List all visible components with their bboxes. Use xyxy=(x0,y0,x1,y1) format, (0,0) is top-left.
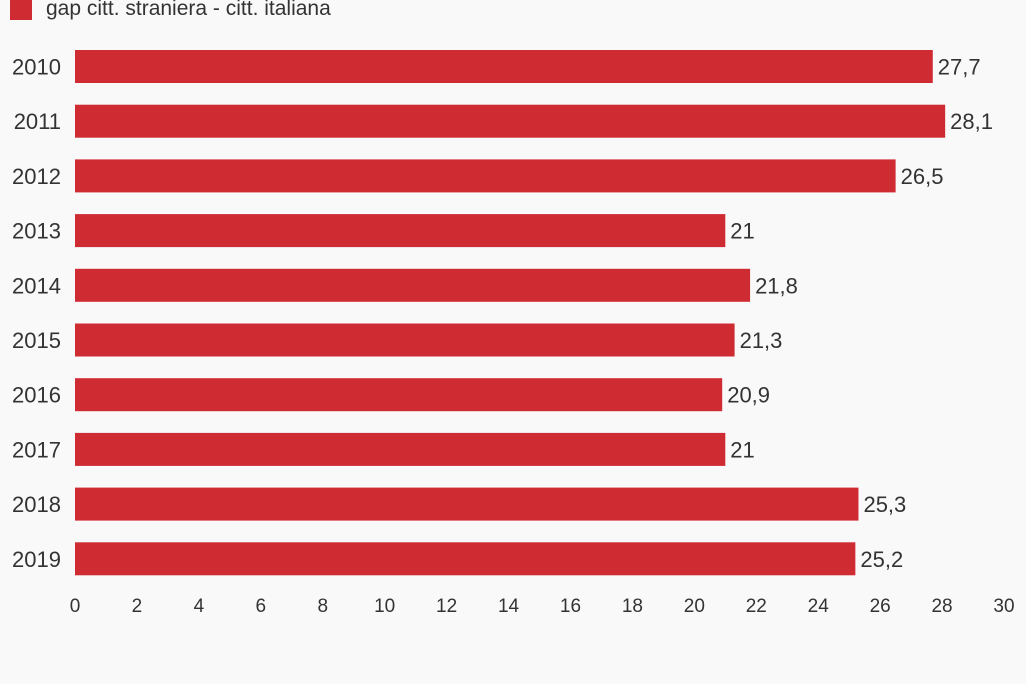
x-tick-label: 22 xyxy=(746,596,767,617)
value-label: 26,5 xyxy=(901,164,944,189)
category-label: 2015 xyxy=(12,328,61,353)
x-tick-label: 4 xyxy=(194,596,205,617)
value-label: 28,1 xyxy=(950,109,993,134)
x-tick-label: 8 xyxy=(317,596,328,617)
legend-label: gap citt. straniera - citt. italiana xyxy=(46,0,331,20)
x-tick-label: 10 xyxy=(374,596,395,617)
x-tick-label: 18 xyxy=(622,596,643,617)
value-label: 25,3 xyxy=(863,492,906,517)
bar xyxy=(75,487,859,521)
value-label: 27,7 xyxy=(938,55,981,80)
x-tick-label: 12 xyxy=(436,596,457,617)
category-label: 2013 xyxy=(12,219,61,244)
bar xyxy=(75,323,735,357)
bar xyxy=(75,50,933,83)
category-label: 2019 xyxy=(12,547,61,572)
category-label: 2012 xyxy=(12,164,61,189)
legend: gap citt. straniera - citt. italiana xyxy=(10,0,331,22)
bar xyxy=(75,378,723,412)
x-tick-label: 28 xyxy=(931,596,952,617)
x-tick-label: 26 xyxy=(870,596,891,617)
bar xyxy=(75,268,751,302)
value-label: 21,3 xyxy=(740,328,783,353)
category-label: 2016 xyxy=(12,383,61,408)
value-label: 21 xyxy=(730,219,754,244)
x-tick-label: 0 xyxy=(70,596,81,617)
bar xyxy=(75,214,726,248)
x-tick-label: 30 xyxy=(993,596,1014,617)
category-label: 2010 xyxy=(12,55,61,80)
bar xyxy=(75,104,946,138)
x-tick-label: 20 xyxy=(684,596,705,617)
x-tick-label: 24 xyxy=(808,596,830,617)
x-tick-label: 2 xyxy=(132,596,143,617)
bar xyxy=(75,159,896,193)
category-label: 2017 xyxy=(12,437,61,462)
legend-swatch xyxy=(10,0,32,20)
x-tick-label: 6 xyxy=(256,596,267,617)
value-label: 21 xyxy=(730,437,754,462)
value-label: 25,2 xyxy=(860,547,903,572)
category-label: 2018 xyxy=(12,492,61,517)
value-label: 20,9 xyxy=(727,383,770,408)
x-tick-label: 16 xyxy=(560,596,581,617)
bar xyxy=(75,542,856,576)
category-label: 2014 xyxy=(12,273,61,298)
category-label: 2011 xyxy=(14,109,61,134)
x-tick-label: 14 xyxy=(498,596,520,617)
bar xyxy=(75,432,726,466)
value-label: 21,8 xyxy=(755,273,798,298)
